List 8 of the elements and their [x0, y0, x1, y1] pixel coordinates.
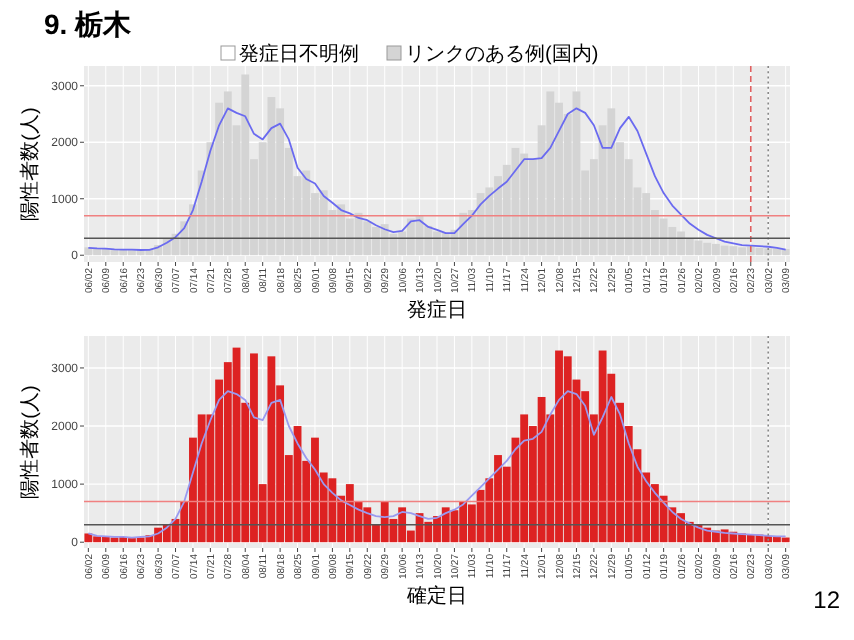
chart-title: 9. 栃木 — [44, 8, 134, 40]
text: 12 — [813, 586, 841, 614]
legend-label: 発症日不明例 — [239, 42, 359, 66]
x-axis-title: 発症日 — [407, 298, 467, 322]
y-axis-title: 陽性者数(人) — [18, 107, 42, 221]
legend-label: リンクのある例(国内) — [405, 42, 599, 66]
y-axis-title: 陽性者数(人) — [18, 385, 42, 499]
x-axis-title: 確定日 — [405, 584, 467, 608]
